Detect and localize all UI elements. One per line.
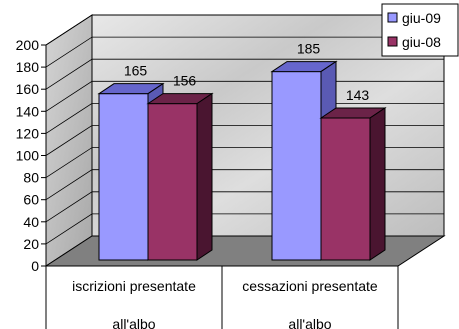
bar-giu-09-1 xyxy=(271,71,322,261)
category-label: all'albo xyxy=(288,316,331,329)
bar-side-giu-08-0 xyxy=(196,92,213,261)
category-label: all'albo xyxy=(112,316,155,329)
bar-giu-08-0 xyxy=(147,103,198,261)
axes: 0 20 40 60 80 100 120 140 160 180 200 xyxy=(16,37,399,329)
y-tick-label: 20 xyxy=(23,236,39,252)
data-label: 165 xyxy=(124,63,148,79)
data-label: 185 xyxy=(297,41,321,57)
y-tick-label: 80 xyxy=(23,170,39,186)
gridline xyxy=(45,14,444,46)
category-label: cessazioni presentate xyxy=(242,278,378,294)
y-tick-label: 160 xyxy=(16,81,40,97)
y-tick-label: 0 xyxy=(31,258,39,274)
gridline xyxy=(45,58,444,90)
data-label: 156 xyxy=(173,73,197,89)
legend-swatch xyxy=(387,12,398,23)
y-tick-label: 200 xyxy=(16,37,40,53)
legend: giu-09 giu-08 xyxy=(381,3,459,57)
y-tick-label: 180 xyxy=(16,59,40,75)
category-label: iscrizioni presentate xyxy=(72,278,196,294)
legend-swatch xyxy=(387,36,398,47)
y-tick-label: 140 xyxy=(16,103,40,119)
bar-side-giu-08-1 xyxy=(369,107,386,261)
y-tick-label: 120 xyxy=(16,125,40,141)
legend-entry: giu-09 xyxy=(402,10,441,26)
bars xyxy=(97,60,387,261)
gridline xyxy=(45,36,444,68)
data-labels: iscrizioni presentate all'albo cessazioni … xyxy=(72,41,378,329)
legend-entry: giu-08 xyxy=(402,34,441,50)
bar-giu-08-1 xyxy=(320,117,371,261)
y-tick-label: 40 xyxy=(23,214,39,230)
data-label: 143 xyxy=(346,87,370,103)
y-tick-label: 100 xyxy=(16,148,40,164)
bar-giu-09-0 xyxy=(98,93,149,261)
y-tick-label: 60 xyxy=(23,192,39,208)
